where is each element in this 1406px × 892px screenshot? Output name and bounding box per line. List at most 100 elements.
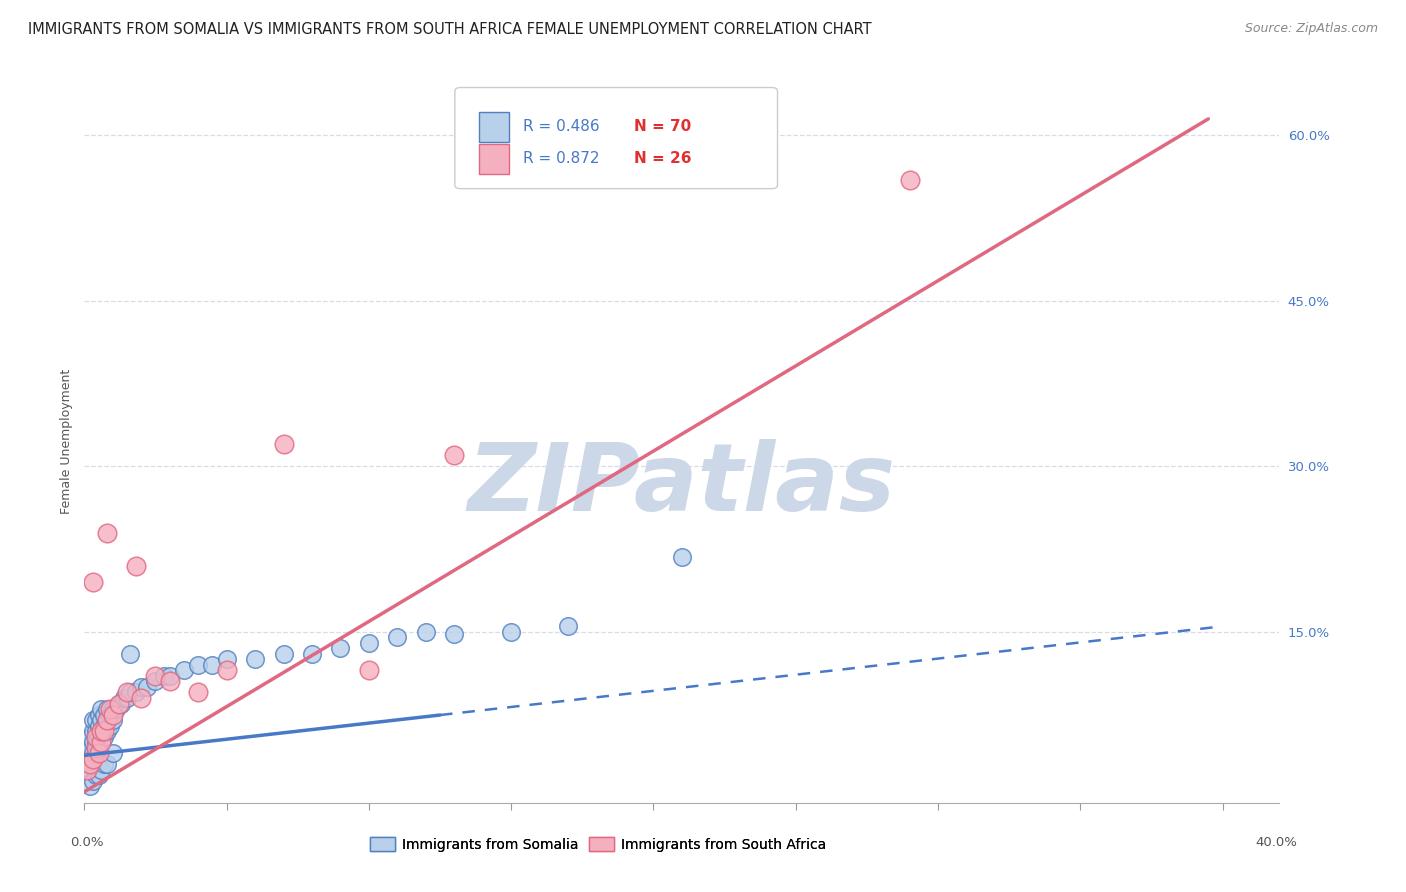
Point <box>96 702 118 716</box>
Point <box>129 691 152 706</box>
Point <box>357 664 380 678</box>
Point <box>93 757 115 772</box>
Point <box>415 624 437 639</box>
Point <box>90 735 112 749</box>
Point <box>153 669 176 683</box>
Point <box>101 702 124 716</box>
Point <box>145 669 167 683</box>
Text: R = 0.486: R = 0.486 <box>523 120 599 135</box>
Point <box>215 652 238 666</box>
Point <box>84 735 107 749</box>
Point <box>76 746 98 760</box>
Point <box>90 724 112 739</box>
Point <box>96 713 118 727</box>
Text: ZIPatlas: ZIPatlas <box>468 439 896 531</box>
Point <box>145 674 167 689</box>
Point <box>93 718 115 732</box>
Point <box>82 713 104 727</box>
FancyBboxPatch shape <box>479 144 509 174</box>
Point <box>82 735 104 749</box>
Point <box>82 746 104 760</box>
Point <box>82 752 104 766</box>
Point <box>90 713 112 727</box>
Point <box>273 647 295 661</box>
Point <box>96 525 118 540</box>
Point <box>87 740 110 755</box>
Point <box>79 752 101 766</box>
Point <box>110 697 132 711</box>
Point <box>79 763 101 777</box>
Text: IMMIGRANTS FROM SOMALIA VS IMMIGRANTS FROM SOUTH AFRICA FEMALE UNEMPLOYMENT CORR: IMMIGRANTS FROM SOMALIA VS IMMIGRANTS FR… <box>28 22 872 37</box>
Point <box>101 713 124 727</box>
Point <box>129 680 152 694</box>
Point <box>187 657 209 672</box>
Point <box>104 702 127 716</box>
Point <box>173 664 195 678</box>
Point <box>90 724 112 739</box>
Point <box>215 664 238 678</box>
Point <box>93 707 115 722</box>
Point <box>84 730 107 744</box>
Point <box>98 707 121 722</box>
Point <box>93 724 115 739</box>
Point <box>671 549 693 564</box>
Text: N = 26: N = 26 <box>634 152 692 166</box>
FancyBboxPatch shape <box>479 112 509 142</box>
Point <box>107 697 129 711</box>
Point <box>84 713 107 727</box>
Point <box>87 718 110 732</box>
Point <box>124 685 146 699</box>
Point <box>79 757 101 772</box>
Point <box>79 779 101 793</box>
Point <box>443 448 465 462</box>
Text: 0.0%: 0.0% <box>70 837 104 849</box>
Point <box>101 746 124 760</box>
Point <box>82 757 104 772</box>
Point <box>115 691 138 706</box>
Point <box>82 575 104 590</box>
Point <box>84 746 107 760</box>
Point <box>79 730 101 744</box>
Point <box>124 558 146 573</box>
Point <box>82 773 104 788</box>
Point <box>90 702 112 716</box>
Text: Source: ZipAtlas.com: Source: ZipAtlas.com <box>1244 22 1378 36</box>
Point <box>357 636 380 650</box>
Point <box>101 707 124 722</box>
Point <box>898 172 921 186</box>
Point <box>187 685 209 699</box>
Point <box>84 768 107 782</box>
Point <box>301 647 323 661</box>
Point <box>501 624 523 639</box>
Text: 40.0%: 40.0% <box>1256 837 1298 849</box>
Point <box>107 697 129 711</box>
Point <box>90 763 112 777</box>
Point <box>159 674 181 689</box>
Point <box>201 657 224 672</box>
Text: R = 0.872: R = 0.872 <box>523 152 599 166</box>
Point <box>96 757 118 772</box>
Point <box>118 647 141 661</box>
Point <box>84 740 107 755</box>
Point <box>87 768 110 782</box>
Point <box>329 641 352 656</box>
Point <box>87 707 110 722</box>
Text: N = 70: N = 70 <box>634 120 692 135</box>
Point <box>87 730 110 744</box>
Point <box>96 713 118 727</box>
Point <box>76 768 98 782</box>
Point <box>243 652 266 666</box>
Point <box>557 619 579 633</box>
FancyBboxPatch shape <box>456 87 778 189</box>
Point <box>387 631 409 645</box>
Point <box>115 685 138 699</box>
Point <box>443 627 465 641</box>
Point <box>112 691 135 706</box>
Point <box>90 735 112 749</box>
Point <box>76 763 98 777</box>
Y-axis label: Female Unemployment: Female Unemployment <box>60 369 73 514</box>
Point <box>96 724 118 739</box>
Point <box>87 746 110 760</box>
Point <box>118 685 141 699</box>
Point <box>82 724 104 739</box>
